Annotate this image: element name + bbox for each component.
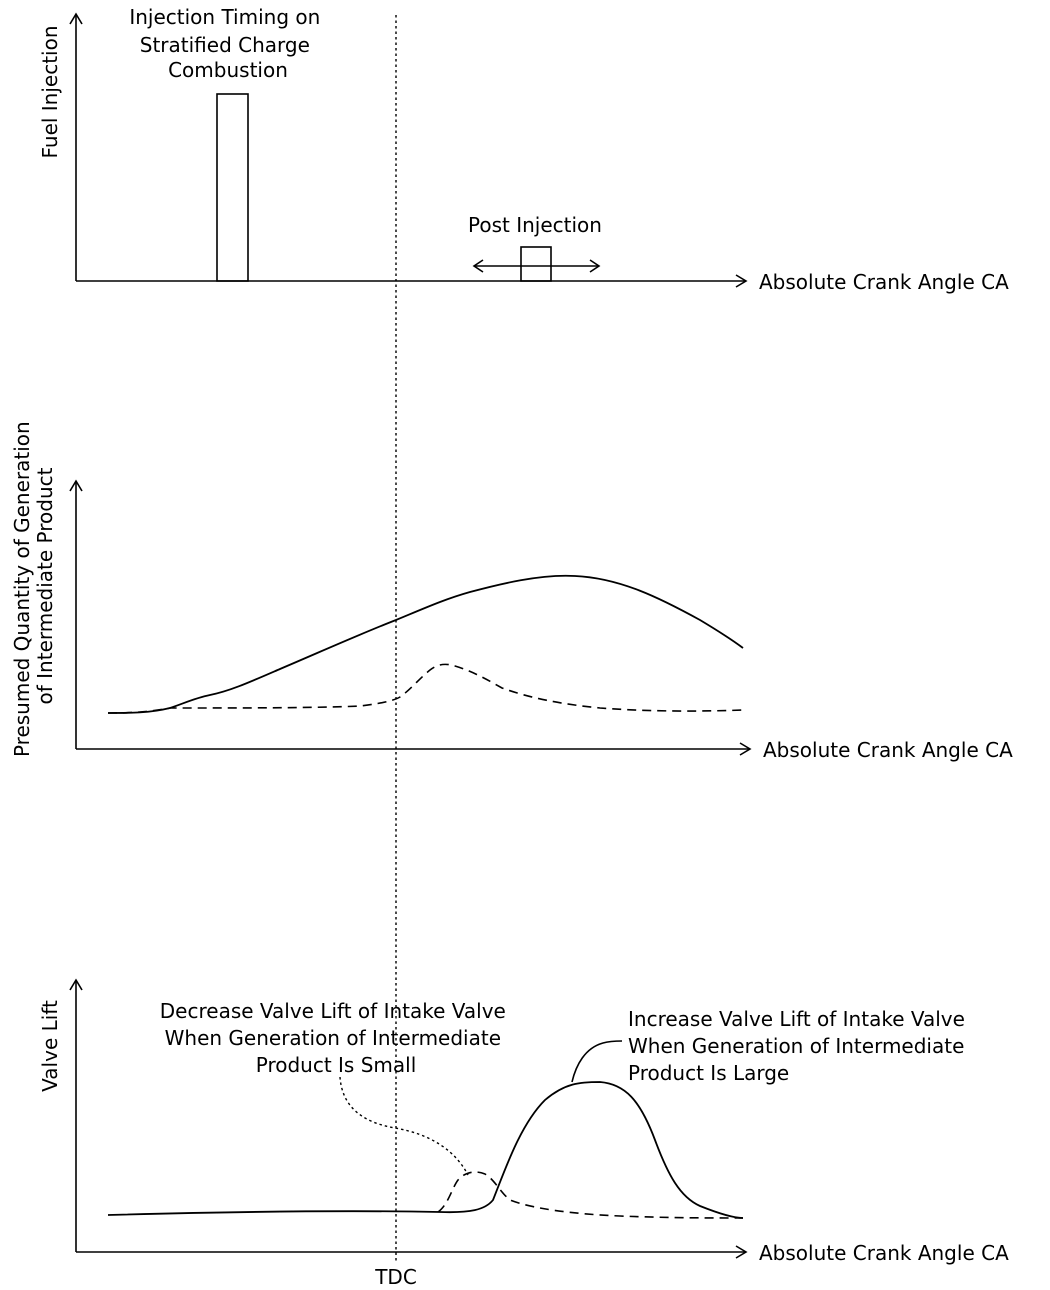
generation-large-curve	[108, 576, 743, 713]
intermediate-product-panel: Presumed Quantity of Generation of Inter…	[10, 415, 1013, 762]
increase-leader-line	[572, 1041, 622, 1082]
generation-small-curve	[108, 664, 743, 713]
decrease-leader-line	[340, 1077, 468, 1175]
main-injection-label: Injection Timing on Stratified Charge Co…	[129, 5, 326, 82]
post-injection-pulse	[521, 247, 551, 281]
increase-valve-lift-label: Increase Valve Lift of Intake Valve When…	[628, 1007, 971, 1085]
panel2-y-label: Presumed Quantity of Generation of Inter…	[10, 415, 57, 757]
fuel-injection-panel: Fuel Injection Absolute Crank Angle CA I…	[38, 5, 1009, 294]
panel3-x-label: Absolute Crank Angle CA	[759, 1241, 1009, 1265]
valve-lift-small-curve	[438, 1172, 743, 1218]
valve-lift-panel: Valve Lift Absolute Crank Angle CA Decre…	[38, 980, 1009, 1265]
post-injection-label: Post Injection	[468, 213, 602, 237]
panel1-x-label: Absolute Crank Angle CA	[759, 270, 1009, 294]
decrease-valve-lift-label: Decrease Valve Lift of Intake Valve When…	[160, 999, 512, 1077]
panel1-y-label: Fuel Injection	[38, 25, 62, 158]
panel2-x-label: Absolute Crank Angle CA	[763, 738, 1013, 762]
panel3-y-label: Valve Lift	[38, 1000, 62, 1092]
valve-lift-large-curve	[108, 1082, 743, 1218]
main-injection-pulse	[217, 94, 248, 281]
tdc-label: TDC	[374, 1265, 417, 1289]
